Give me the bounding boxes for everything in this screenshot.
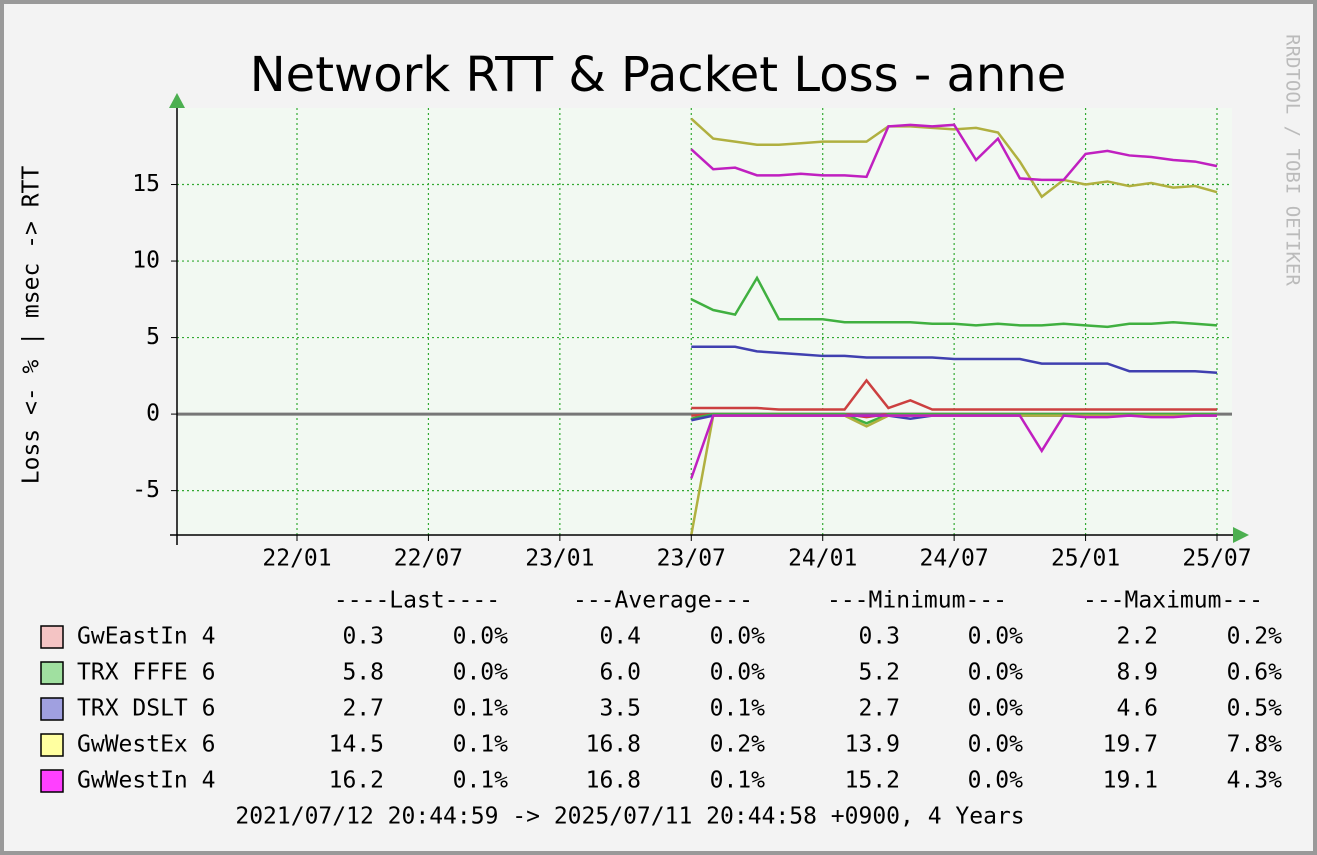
chart-title: Network RTT & Packet Loss - anne bbox=[250, 47, 1066, 103]
x-tick-label: 25/07 bbox=[1182, 546, 1251, 572]
legend-value: 16.8 bbox=[586, 732, 641, 758]
legend-swatch bbox=[40, 769, 64, 793]
legend-label: TRX FFFE 6 bbox=[77, 660, 215, 686]
legend-value: 5.2 bbox=[858, 660, 900, 686]
y-tick-label: 0 bbox=[146, 401, 160, 427]
legend-swatch bbox=[40, 697, 64, 721]
legend-swatch bbox=[40, 625, 64, 649]
legend-value: 13.9 bbox=[845, 732, 900, 758]
legend-value: 16.2 bbox=[329, 768, 384, 794]
legend-label: GwEastIn 4 bbox=[77, 624, 215, 650]
legend-value: 2.7 bbox=[342, 696, 384, 722]
legend-value: 0.6% bbox=[1227, 660, 1283, 686]
rtt-line bbox=[691, 378, 1217, 411]
rtt-line bbox=[690, 123, 1218, 182]
axis-arrow bbox=[1233, 527, 1249, 543]
footer: 2021/07/12 20:44:59 -> 2025/07/11 20:44:… bbox=[235, 804, 1024, 830]
legend-value: 0.1% bbox=[453, 768, 509, 794]
legend-value: 4.3% bbox=[1227, 768, 1283, 794]
legend-value: 0.0% bbox=[710, 660, 766, 686]
rtt-line bbox=[690, 117, 1218, 199]
loss-line bbox=[691, 412, 1217, 425]
legend-header: ---Average--- bbox=[573, 588, 753, 614]
legend-value: 0.4 bbox=[599, 624, 641, 650]
legend-value: 4.6 bbox=[1116, 696, 1158, 722]
legend-value: 0.5% bbox=[1227, 696, 1283, 722]
legend-value: 0.0% bbox=[453, 660, 509, 686]
y-tick-label: 5 bbox=[146, 324, 160, 350]
x-tick-label: 24/07 bbox=[920, 546, 989, 572]
legend-value: 0.0% bbox=[453, 624, 509, 650]
x-tick-label: 23/07 bbox=[657, 546, 726, 572]
x-tick-label: 22/07 bbox=[394, 546, 463, 572]
loss-line bbox=[690, 414, 1217, 479]
y-tick-label: 15 bbox=[132, 171, 160, 197]
plot-area bbox=[177, 108, 1232, 535]
x-tick-label: 24/01 bbox=[788, 546, 857, 572]
legend-value: 6.0 bbox=[599, 660, 641, 686]
legend-label: GwWestEx 6 bbox=[77, 732, 215, 758]
legend-swatch bbox=[40, 661, 64, 685]
legend-value: 0.2% bbox=[710, 732, 766, 758]
legend-value: 16.8 bbox=[586, 768, 641, 794]
legend-value: 0.1% bbox=[710, 768, 766, 794]
legend-header: ---Minimum--- bbox=[827, 588, 1007, 614]
legend-value: 0.2% bbox=[1227, 624, 1283, 650]
legend-value: 7.8% bbox=[1227, 732, 1283, 758]
legend-swatch bbox=[40, 733, 64, 757]
legend-value: 19.1 bbox=[1103, 768, 1158, 794]
legend-value: 5.8 bbox=[342, 660, 384, 686]
legend-label: GwWestIn 4 bbox=[77, 768, 215, 794]
legend-value: 0.0% bbox=[968, 768, 1024, 794]
legend-value: 19.7 bbox=[1103, 732, 1158, 758]
y-axis-label: Loss <- % | msec -> RTT bbox=[19, 166, 45, 485]
legend-value: 3.5 bbox=[599, 696, 641, 722]
legend-value: 0.1% bbox=[453, 696, 509, 722]
legend-header: ----Last---- bbox=[334, 588, 500, 614]
legend-value: 0.0% bbox=[968, 732, 1024, 758]
x-tick-label: 25/01 bbox=[1051, 546, 1120, 572]
legend-value: 2.7 bbox=[858, 696, 900, 722]
legend-value: 0.0% bbox=[968, 696, 1024, 722]
legend-value: 0.3 bbox=[858, 624, 900, 650]
legend-value: 15.2 bbox=[845, 768, 900, 794]
y-tick-label: -5 bbox=[132, 477, 160, 503]
x-tick-label: 23/01 bbox=[525, 546, 594, 572]
legend-value: 0.1% bbox=[453, 732, 509, 758]
legend-value: 0.1% bbox=[710, 696, 766, 722]
legend-value: 0.0% bbox=[710, 624, 766, 650]
y-tick-label: 10 bbox=[132, 248, 160, 274]
legend-value: 0.0% bbox=[968, 660, 1024, 686]
watermark: RRDTOOL / TOBI OETIKER bbox=[1282, 34, 1304, 286]
axis-arrow bbox=[169, 93, 185, 108]
legend-label: TRX DSLT 6 bbox=[77, 696, 215, 722]
legend-value: 0.0% bbox=[968, 624, 1024, 650]
legend-header: ---Maximum--- bbox=[1083, 588, 1263, 614]
x-tick-label: 22/01 bbox=[262, 546, 331, 572]
rtt-line bbox=[691, 345, 1218, 375]
legend-value: 0.3 bbox=[342, 624, 384, 650]
rtt-line bbox=[690, 275, 1218, 329]
legend-value: 14.5 bbox=[329, 732, 384, 758]
legend-value: 8.9 bbox=[1116, 660, 1158, 686]
legend-value: 2.2 bbox=[1116, 624, 1158, 650]
